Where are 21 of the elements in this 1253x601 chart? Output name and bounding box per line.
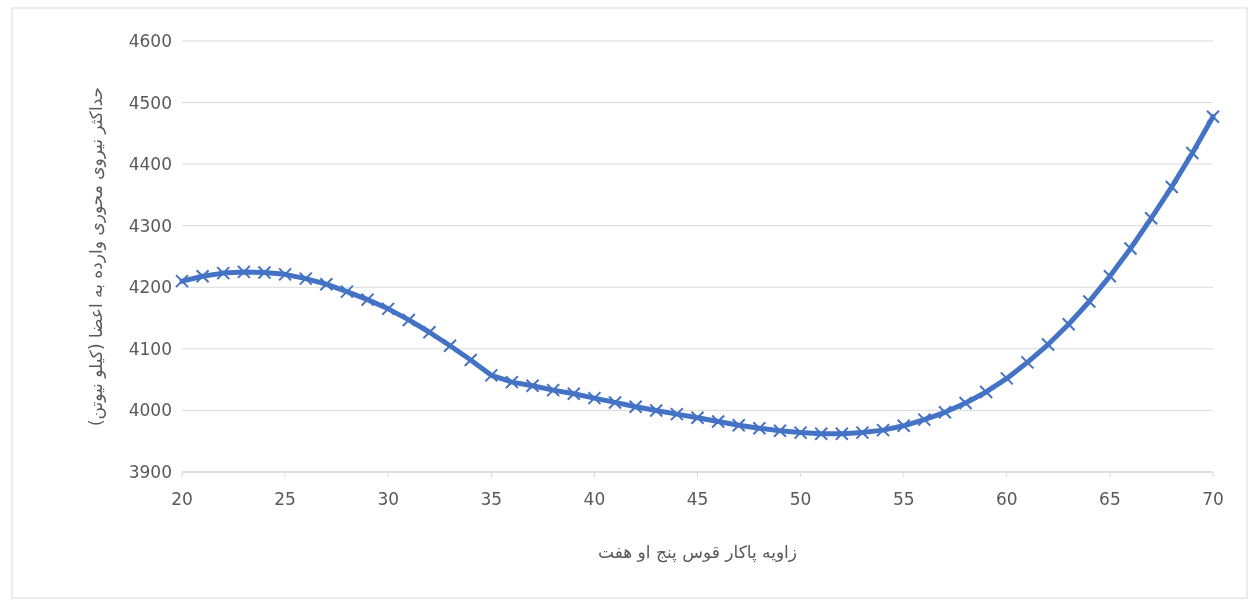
y-tick-label: 4300 <box>128 215 172 236</box>
x-tick-label: 55 <box>892 489 915 509</box>
y-tick-label: 4000 <box>128 400 172 421</box>
x-tick-label: 30 <box>377 489 400 509</box>
y-axis-title: حداکثر نیروی محوری وارده به اعضا (کیلو نیوتن) <box>86 86 106 427</box>
x-tick-label: 20 <box>171 489 193 509</box>
x-tick-label: 45 <box>686 489 709 509</box>
x-tick-label: 65 <box>1099 489 1121 509</box>
y-tick-label: 4500 <box>128 92 172 113</box>
x-tick-label: 60 <box>995 489 1018 509</box>
y-tick-label: 4600 <box>128 31 172 51</box>
x-tick-label: 35 <box>480 489 503 509</box>
x-tick-label: 25 <box>274 489 296 509</box>
y-tick-label: 3900 <box>128 462 172 482</box>
x-tick-label: 70 <box>1202 489 1224 509</box>
y-tick-label: 4100 <box>128 338 172 359</box>
x-tick-label: 50 <box>789 489 812 509</box>
x-axis-title: زاویه پاکار قوس پنج او هفت <box>597 542 798 563</box>
y-tick-label: 4200 <box>128 277 172 298</box>
x-tick-label: 40 <box>583 489 606 509</box>
y-tick-label: 4400 <box>128 154 172 175</box>
